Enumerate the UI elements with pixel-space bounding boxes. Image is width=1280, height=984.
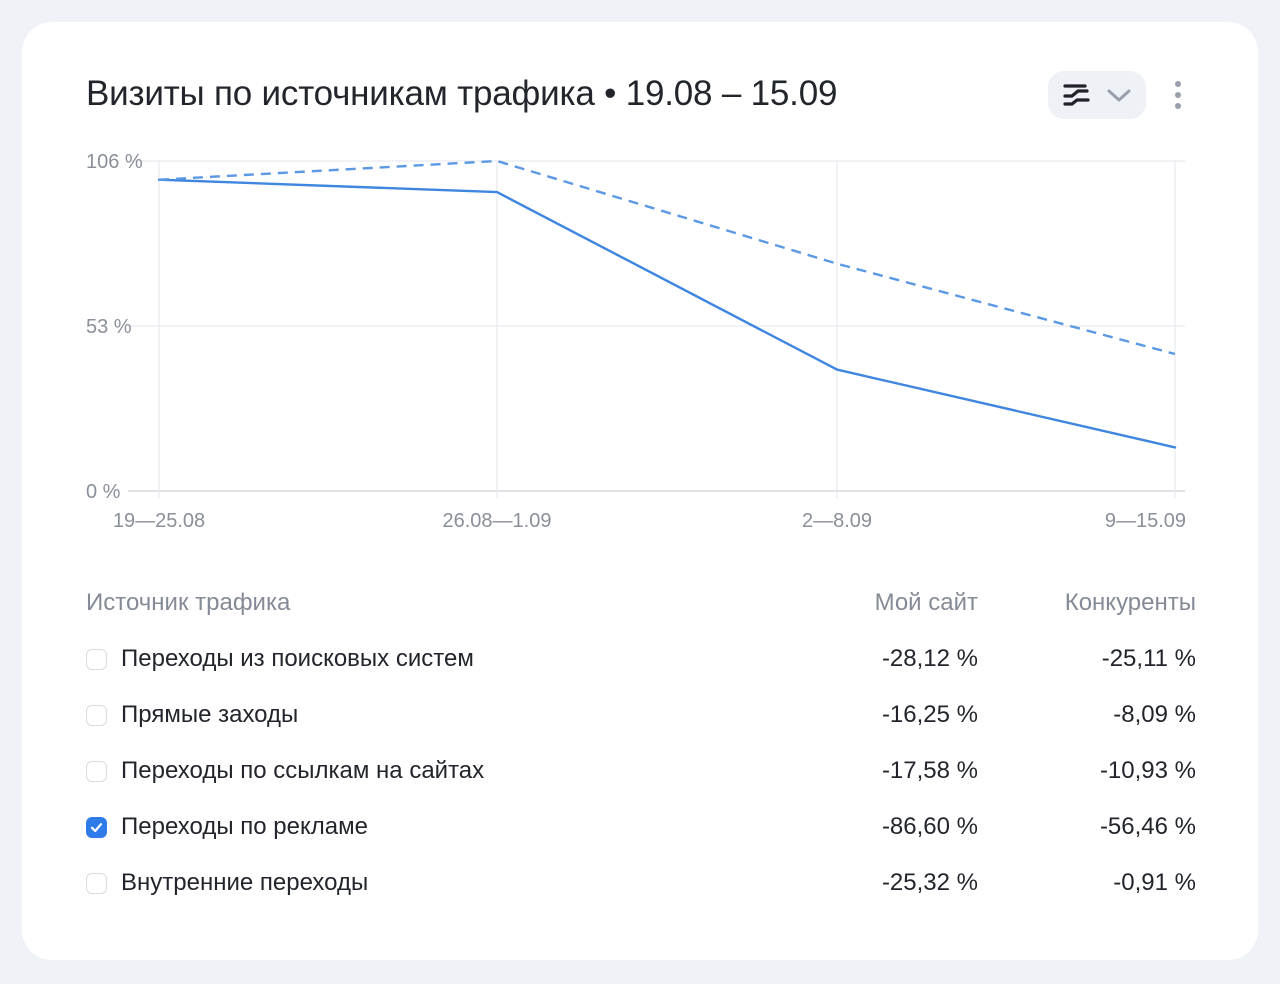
table-row: Переходы по ссылкам на сайтах -17,58 % -10…	[22, 744, 1258, 800]
row-label[interactable]: Внутренние переходы	[121, 869, 369, 896]
competitors-value: -0,91 %	[1113, 869, 1196, 896]
chart-type-icon	[1063, 84, 1090, 106]
chart-view-switch[interactable]	[1048, 71, 1146, 119]
x-tick-label: 19—25.08	[113, 510, 205, 532]
y-tick-label: 106 %	[86, 151, 143, 173]
competitors-value: -8,09 %	[1113, 701, 1196, 728]
row-checkbox[interactable]	[86, 705, 107, 726]
competitors-value: -10,93 %	[1099, 757, 1196, 784]
my-site-series-line	[157, 178, 1177, 449]
row-checkbox[interactable]	[86, 761, 107, 782]
table-row: Внутренние переходы -25,32 % -0,91 %	[22, 856, 1258, 912]
table-row: Переходы по рекламе -86,60 % -56,46 %	[22, 800, 1258, 856]
x-tick-label: 2—8.09	[802, 510, 872, 532]
my-site-value: -86,60 %	[881, 813, 978, 840]
competitors-value: -25,11 %	[1101, 645, 1196, 672]
traffic-sources-widget: Визиты по источникам трафика • 19.08 – 1…	[22, 22, 1258, 960]
column-header-source: Источник трафика	[86, 589, 291, 616]
row-checkbox[interactable]	[86, 873, 107, 894]
my-site-value: -25,32 %	[881, 869, 978, 896]
row-checkbox[interactable]	[86, 649, 107, 670]
y-tick-label: 0 %	[86, 481, 121, 503]
column-header-competitors: Конкуренты	[1064, 589, 1196, 616]
more-vertical-icon[interactable]	[1162, 75, 1194, 115]
row-label[interactable]: Переходы по рекламе	[121, 813, 368, 840]
my-site-value: -16,25 %	[881, 701, 978, 728]
traffic-line-chart: 106 % 53 % 0 % 19—25.08 26.08—1.09 2—8.09 9—15…	[86, 151, 1186, 532]
check-icon	[90, 823, 103, 833]
widget-title: Визиты по источникам трафика • 19.08 – 1…	[86, 74, 838, 113]
chevron-down-icon	[1107, 89, 1131, 102]
x-tick-label: 26.08—1.09	[443, 510, 552, 532]
x-tick-label: 9—15.09	[1105, 510, 1186, 532]
table-row: Прямые заходы -16,25 % -8,09 %	[22, 688, 1258, 744]
table-row: Переходы из поисковых систем -28,12 % -25,…	[22, 632, 1258, 688]
y-tick-label: 53 %	[86, 316, 132, 338]
competitors-series-line	[158, 159, 1176, 356]
row-label[interactable]: Переходы по ссылкам на сайтах	[121, 757, 485, 784]
row-label[interactable]: Переходы из поисковых систем	[121, 645, 474, 672]
my-site-value: -28,12 %	[881, 645, 978, 672]
row-checkbox[interactable]	[86, 817, 107, 838]
column-header-my-site: Мой сайт	[874, 589, 978, 616]
competitors-value: -56,46 %	[1099, 813, 1196, 840]
row-label[interactable]: Прямые заходы	[121, 701, 299, 728]
my-site-value: -17,58 %	[881, 757, 978, 784]
